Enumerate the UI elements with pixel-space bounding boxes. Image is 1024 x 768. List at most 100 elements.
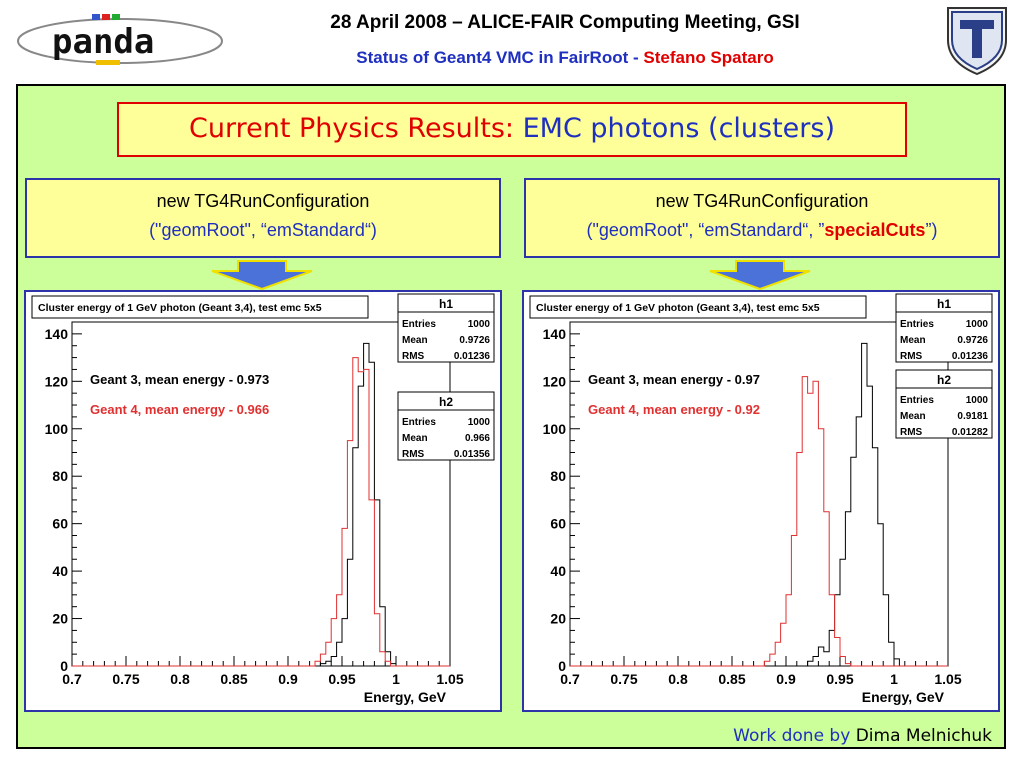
- slide-title: Current Physics Results: EMC photons (cl…: [117, 102, 907, 157]
- speaker-name: Stefano Spataro: [643, 48, 774, 67]
- x-tick-label: 1: [890, 671, 898, 687]
- x-tick-label: 1.05: [934, 671, 961, 687]
- histogram-series-geant-3: [570, 342, 948, 667]
- stats-label: RMS: [402, 449, 425, 460]
- down-arrow-icon: [210, 260, 314, 295]
- y-tick-label: 60: [52, 516, 68, 532]
- histogram-title-box: [31, 295, 369, 319]
- y-tick-label: 100: [543, 421, 567, 437]
- author-name: Dima Melnichuk: [855, 726, 992, 746]
- stats-value: 0.9726: [957, 335, 988, 346]
- stats-label: RMS: [900, 351, 923, 362]
- y-tick-label: 20: [550, 611, 566, 627]
- stats-label: Entries: [900, 319, 934, 330]
- right-config-args: ("geomRoot", “emStandard“, ”: [586, 220, 825, 240]
- stats-label: Entries: [900, 395, 934, 406]
- stats-box: [895, 293, 993, 363]
- x-tick-label: 1: [392, 671, 400, 687]
- stats-value: 0.9726: [459, 335, 490, 346]
- histogram-title: Cluster energy of 1 GeV photon (Geant 3,…: [536, 302, 820, 314]
- stats-value: 0.9181: [957, 411, 988, 422]
- stats-box: [397, 293, 495, 363]
- y-tick-label: 120: [543, 373, 567, 389]
- x-tick-label: 0.9: [776, 671, 796, 687]
- histogram-series-geant-4: [72, 357, 450, 667]
- stats-label: RMS: [900, 427, 923, 438]
- stats-box: [397, 391, 495, 461]
- stats-value: 1000: [966, 319, 989, 330]
- x-tick-label: 0.7: [62, 671, 82, 687]
- x-tick-label: 0.9: [278, 671, 298, 687]
- y-tick-label: 60: [550, 516, 566, 532]
- histogram-title: Cluster energy of 1 GeV photon (Geant 3,…: [38, 302, 322, 314]
- y-tick-label: 140: [45, 326, 69, 342]
- x-tick-label: 0.85: [718, 671, 745, 687]
- x-tick-label: 0.75: [610, 671, 637, 687]
- meeting-title: 28 April 2008 – ALICE-FAIR Computing Mee…: [330, 12, 800, 33]
- mean-energy-annotation: Geant 4, mean energy - 0.966: [90, 402, 269, 417]
- x-tick-label: 0.8: [170, 671, 190, 687]
- stats-label: Mean: [402, 335, 428, 346]
- down-arrow-icon: [708, 260, 812, 295]
- stats-box-name: h2: [439, 395, 453, 409]
- right-histogram-panel: Cluster energy of 1 GeV photon (Geant 3,…: [522, 290, 1000, 712]
- y-tick-label: 100: [45, 421, 69, 437]
- panda-logo: panda: [12, 10, 232, 75]
- slide-title-part1: Current Physics Results:: [189, 113, 523, 144]
- talk-title: Status of Geant4 VMC in FairRoot -: [356, 48, 644, 67]
- left-config-box: new TG4RunConfiguration ("geomRoot", “em…: [25, 178, 501, 258]
- x-tick-label: 0.75: [112, 671, 139, 687]
- histogram-series-geant-3: [72, 342, 450, 667]
- right-config-line1: new TG4RunConfiguration: [655, 191, 869, 211]
- slide-title-part2: EMC photons (clusters): [522, 113, 835, 144]
- x-tick-label: 0.85: [220, 671, 247, 687]
- x-tick-label: 0.95: [826, 671, 853, 687]
- left-histogram-panel: Cluster energy of 1 GeV photon (Geant 3,…: [24, 290, 502, 712]
- y-tick-label: 120: [45, 373, 69, 389]
- y-tick-label: 40: [550, 563, 566, 579]
- mean-energy-annotation: Geant 3, mean energy - 0.973: [90, 372, 269, 387]
- y-tick-label: 0: [558, 658, 566, 674]
- mean-energy-annotation: Geant 3, mean energy - 0.97: [588, 372, 760, 387]
- x-tick-label: 0.95: [328, 671, 355, 687]
- stats-value: 0.966: [465, 433, 490, 444]
- stats-label: Mean: [402, 433, 428, 444]
- y-tick-label: 0: [60, 658, 68, 674]
- stats-value: 0.01356: [454, 449, 491, 460]
- institution-shield-icon: [942, 4, 1012, 81]
- credits: Work done by Dima Melnichuk: [733, 726, 992, 746]
- x-tick-label: 0.7: [560, 671, 580, 687]
- left-config-line2: ("geomRoot", “emStandard“): [149, 220, 377, 240]
- stats-label: Mean: [900, 411, 926, 422]
- stats-value: 1000: [468, 417, 491, 428]
- logo-wordmark: panda: [52, 22, 154, 62]
- y-tick-label: 20: [52, 611, 68, 627]
- x-axis-label: Energy, GeV: [364, 689, 447, 705]
- stats-label: Mean: [900, 335, 926, 346]
- talk-subtitle: Status of Geant4 VMC in FairRoot - Stefa…: [240, 48, 890, 68]
- mean-energy-annotation: Geant 4, mean energy - 0.92: [588, 402, 760, 417]
- left-histogram: Cluster energy of 1 GeV photon (Geant 3,…: [31, 293, 495, 705]
- x-tick-label: 0.8: [668, 671, 688, 687]
- panda-logo-graphic: panda: [17, 14, 223, 65]
- x-tick-label: 1.05: [436, 671, 463, 687]
- right-config-close: ”): [925, 220, 938, 240]
- stats-value: 0.01236: [454, 351, 491, 362]
- stats-label: Entries: [402, 319, 436, 330]
- stats-value: 0.01236: [952, 351, 989, 362]
- stats-value: 1000: [966, 395, 989, 406]
- credits-prefix: Work done by: [733, 726, 856, 746]
- stats-value: 1000: [468, 319, 491, 330]
- stats-box-name: h1: [439, 297, 453, 311]
- stats-label: RMS: [402, 351, 425, 362]
- stats-value: 0.01282: [952, 427, 989, 438]
- stats-box: [895, 369, 993, 439]
- y-tick-label: 80: [550, 468, 566, 484]
- histogram-title-box: [529, 295, 867, 319]
- x-axis-label: Energy, GeV: [862, 689, 945, 705]
- y-tick-label: 80: [52, 468, 68, 484]
- y-tick-label: 40: [52, 563, 68, 579]
- stats-label: Entries: [402, 417, 436, 428]
- right-histogram: Cluster energy of 1 GeV photon (Geant 3,…: [529, 293, 993, 705]
- stats-box-name: h2: [937, 373, 951, 387]
